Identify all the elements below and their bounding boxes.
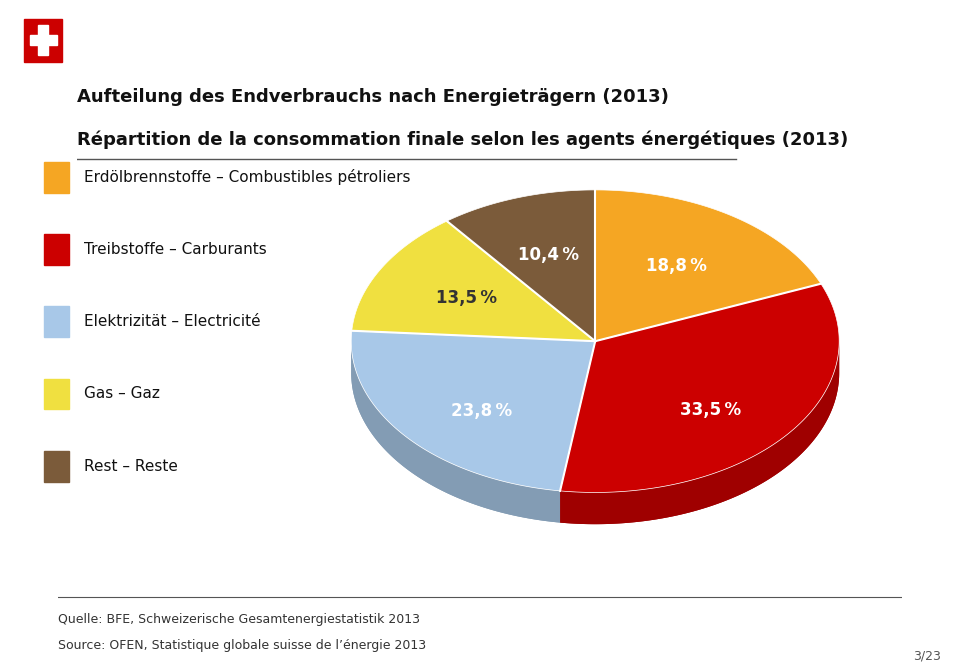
Text: 23,8 %: 23,8 % bbox=[450, 402, 512, 420]
Polygon shape bbox=[560, 341, 839, 524]
Text: 18,8 %: 18,8 % bbox=[646, 257, 708, 275]
Bar bbox=[44, 451, 69, 482]
Bar bbox=[30, 35, 57, 45]
Text: 3/23: 3/23 bbox=[913, 649, 941, 662]
Text: 10,4 %: 10,4 % bbox=[517, 246, 579, 264]
Polygon shape bbox=[351, 221, 595, 341]
Polygon shape bbox=[560, 284, 839, 492]
Text: Quelle: BFE, Schweizerische Gesamtenergiestatistik 2013: Quelle: BFE, Schweizerische Gesamtenergi… bbox=[58, 613, 420, 626]
Polygon shape bbox=[351, 342, 560, 522]
Polygon shape bbox=[560, 341, 839, 524]
Text: 13,5 %: 13,5 % bbox=[436, 289, 496, 307]
Bar bbox=[38, 25, 48, 55]
Bar bbox=[24, 19, 62, 62]
Text: Source: OFEN, Statistique globale suisse de l’énergie 2013: Source: OFEN, Statistique globale suisse… bbox=[58, 639, 425, 652]
Bar bbox=[44, 162, 69, 193]
Bar bbox=[44, 306, 69, 337]
Text: Répartition de la consommation finale selon les agents énergétiques (2013): Répartition de la consommation finale se… bbox=[77, 130, 848, 149]
Bar bbox=[44, 234, 69, 265]
Text: Erdölbrennstoffe – Combustibles pétroliers: Erdölbrennstoffe – Combustibles pétrolie… bbox=[84, 169, 411, 185]
Text: Elektrizität – Electricité: Elektrizität – Electricité bbox=[84, 314, 261, 329]
Polygon shape bbox=[446, 190, 595, 341]
Text: Treibstoffe – Carburants: Treibstoffe – Carburants bbox=[84, 242, 267, 257]
Polygon shape bbox=[351, 330, 595, 491]
Polygon shape bbox=[351, 342, 560, 522]
Bar bbox=[44, 379, 69, 409]
Text: 33,5 %: 33,5 % bbox=[680, 401, 741, 419]
Text: Gas – Gaz: Gas – Gaz bbox=[84, 387, 160, 401]
Text: Rest – Reste: Rest – Reste bbox=[84, 459, 179, 474]
Polygon shape bbox=[595, 190, 821, 341]
Text: Aufteilung des Endverbrauchs nach Energieträgern (2013): Aufteilung des Endverbrauchs nach Energi… bbox=[77, 88, 669, 106]
